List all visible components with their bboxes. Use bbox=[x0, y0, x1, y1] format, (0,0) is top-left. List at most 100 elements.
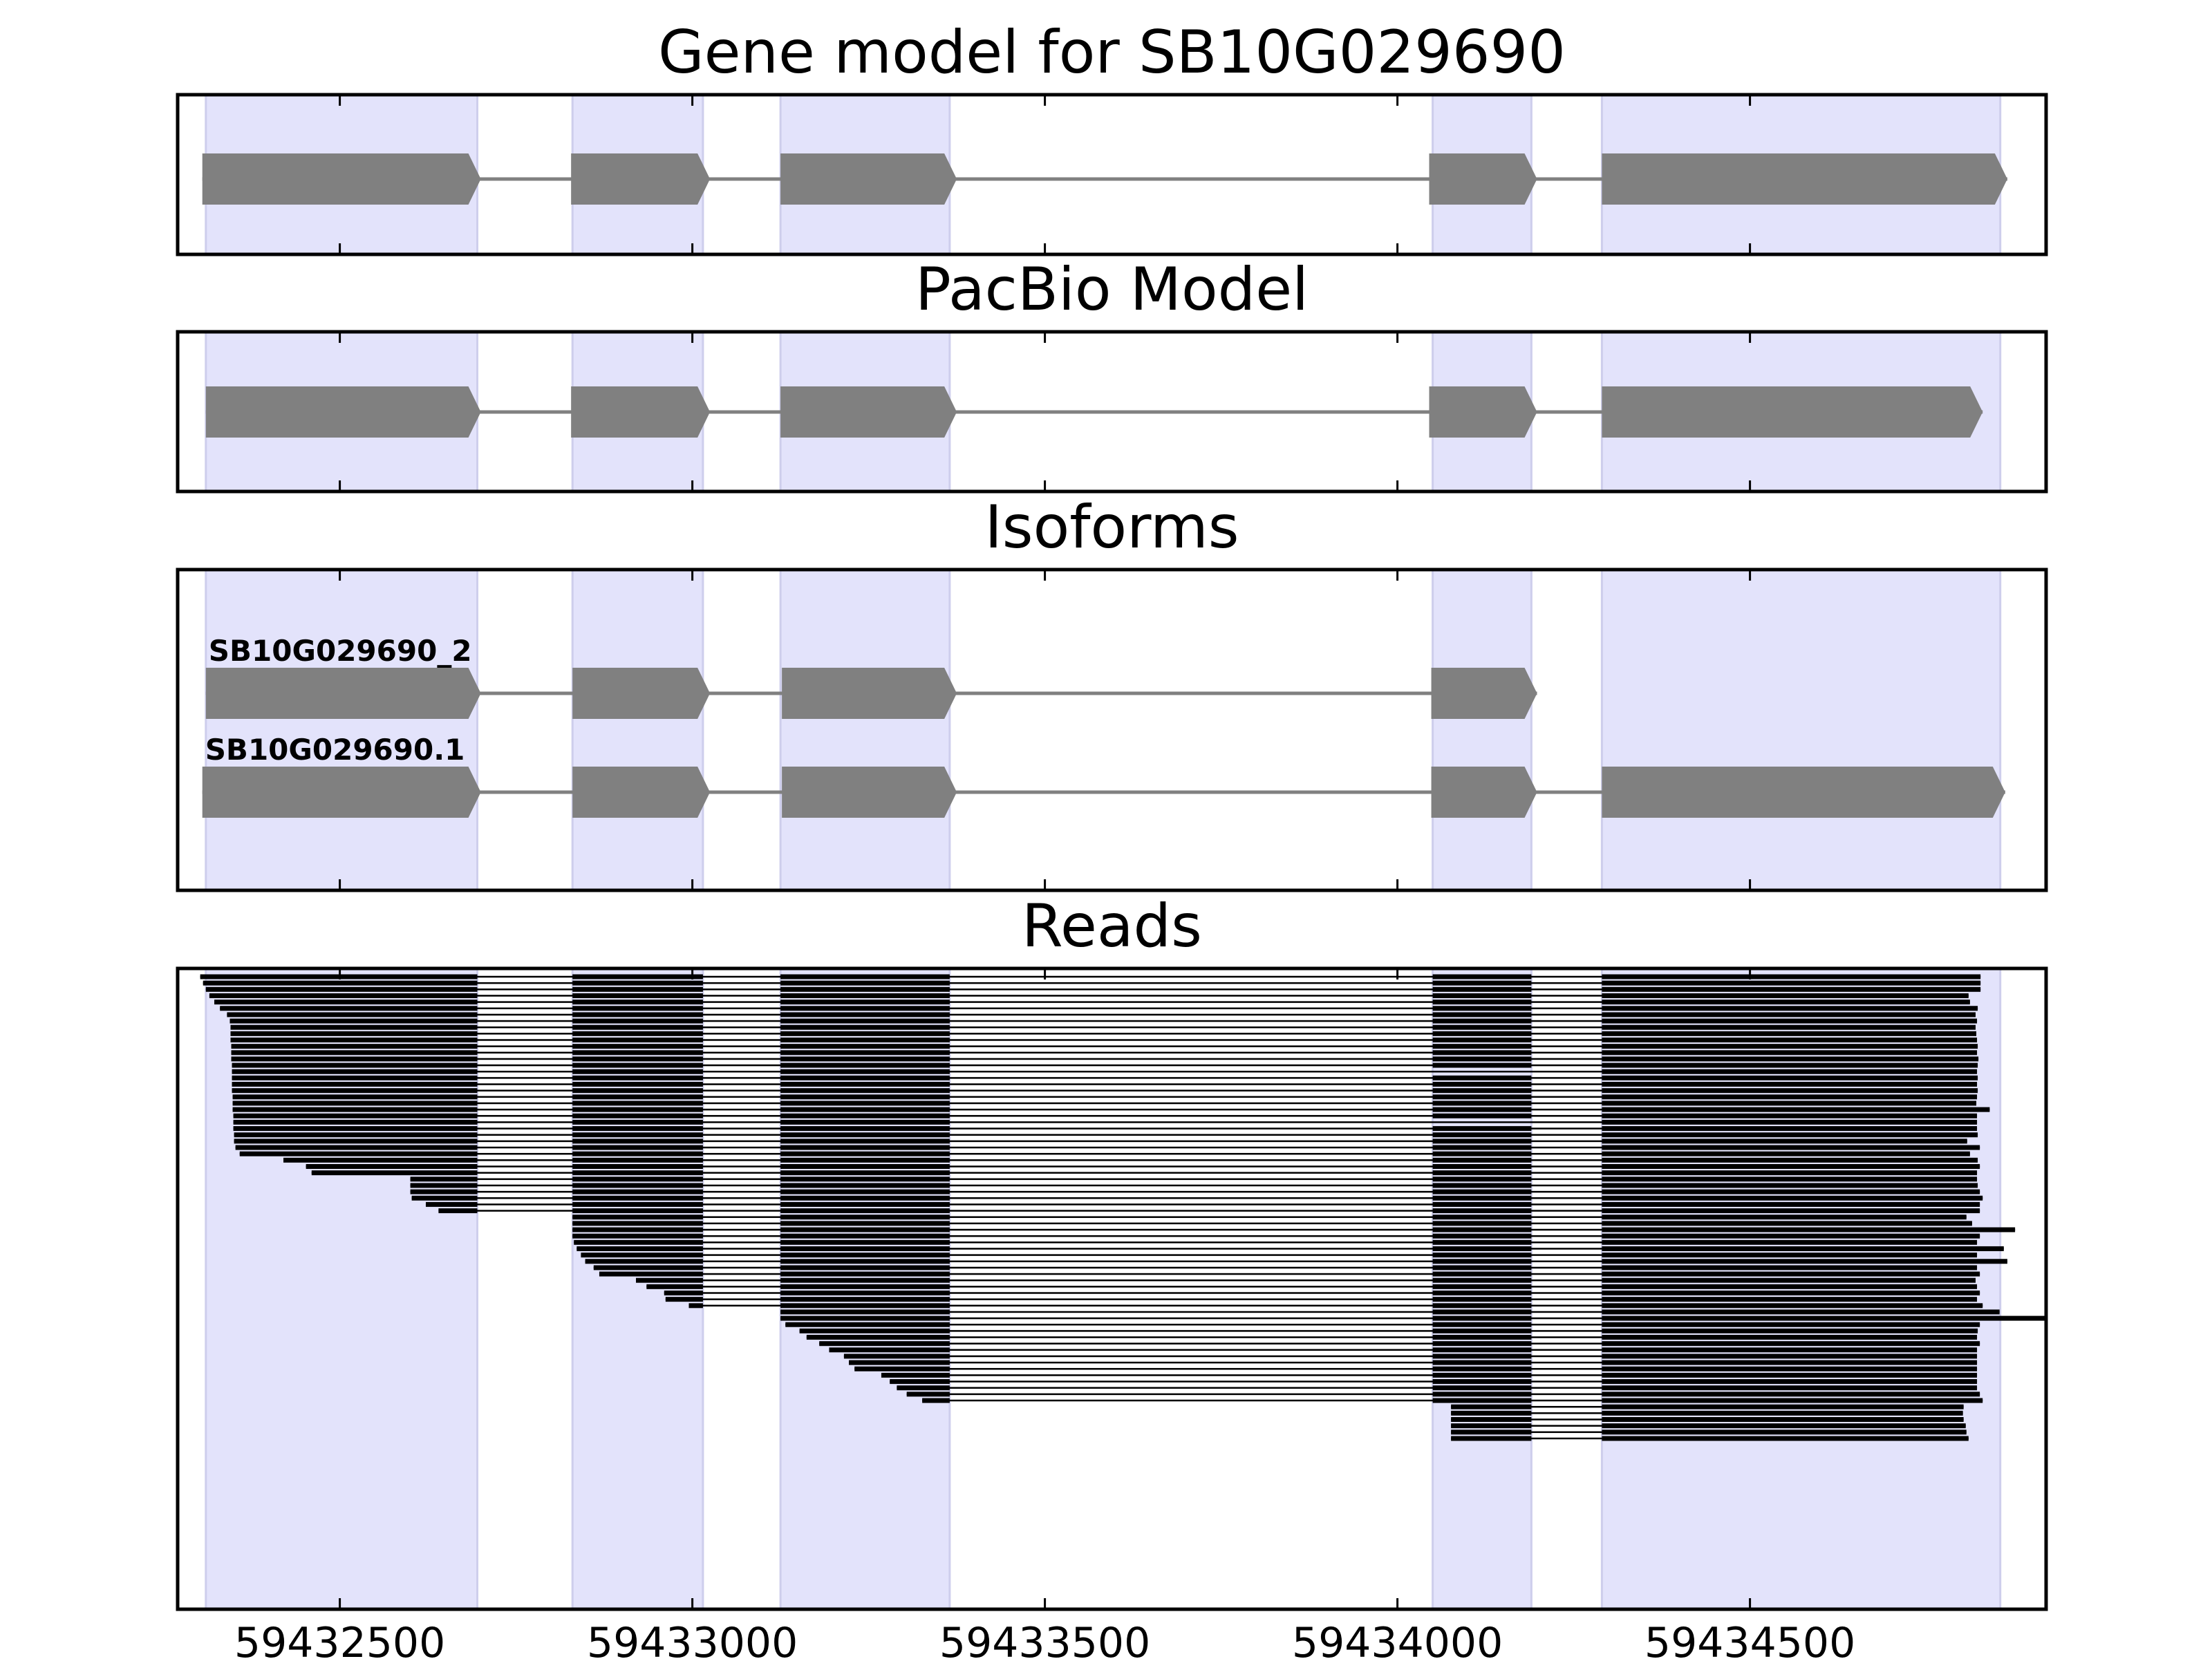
axes-frame-isoforms bbox=[176, 568, 2048, 892]
read-block bbox=[780, 1291, 950, 1295]
read-connector bbox=[232, 1077, 1978, 1079]
read-block bbox=[829, 1347, 950, 1353]
read-connector bbox=[230, 1033, 1977, 1035]
read-block bbox=[572, 1138, 703, 1144]
read-block bbox=[1602, 1145, 1980, 1150]
read-block bbox=[572, 1069, 703, 1074]
read-block bbox=[780, 1259, 950, 1264]
read-block bbox=[1432, 1335, 1532, 1340]
read-block bbox=[593, 1265, 703, 1271]
read-block bbox=[572, 1038, 703, 1042]
read-connector bbox=[231, 1045, 1978, 1047]
read-connector bbox=[572, 1228, 2016, 1231]
read-block bbox=[1432, 1398, 1532, 1403]
read-block bbox=[585, 1259, 703, 1264]
title-gene: Gene model for SB10G029690 bbox=[658, 18, 1566, 87]
read-block bbox=[1432, 1170, 1532, 1176]
read-block bbox=[311, 1170, 478, 1176]
read-block bbox=[1432, 1126, 1532, 1132]
read-block bbox=[1602, 1018, 1978, 1024]
read-block bbox=[572, 1100, 703, 1106]
read-block bbox=[780, 1246, 950, 1251]
read-block bbox=[1432, 1151, 1532, 1156]
read-block bbox=[1602, 1404, 1964, 1409]
read-block bbox=[1432, 1000, 1532, 1005]
read-block bbox=[1432, 1246, 1532, 1251]
read-block bbox=[306, 1164, 478, 1169]
read-block bbox=[233, 1119, 478, 1125]
read-block bbox=[410, 1177, 478, 1182]
read-block bbox=[1602, 1335, 1978, 1340]
read-connector bbox=[664, 1292, 1980, 1294]
isoform-label: SB10G029690.1 bbox=[205, 733, 465, 767]
panel-gene: Gene model for SB10G029690 bbox=[176, 18, 2048, 256]
read-block bbox=[780, 974, 950, 980]
tracks-reads bbox=[200, 974, 2046, 1441]
read-block bbox=[1432, 1075, 1532, 1080]
read-block bbox=[572, 1157, 703, 1163]
read-block bbox=[1602, 1126, 1978, 1132]
read-connector bbox=[881, 1374, 1978, 1376]
read-block bbox=[780, 1050, 950, 1056]
read-block bbox=[229, 1018, 478, 1024]
x-tick-label: 59434500 bbox=[1644, 1619, 1855, 1659]
read-block bbox=[1602, 1436, 1969, 1441]
read-block bbox=[1602, 1119, 1978, 1125]
read-block bbox=[572, 1126, 703, 1132]
read-block bbox=[780, 1315, 950, 1321]
read-block bbox=[233, 1113, 478, 1118]
read-connector bbox=[581, 1254, 1978, 1256]
exon-block bbox=[202, 767, 481, 818]
read-block bbox=[1432, 1271, 1532, 1277]
read-block bbox=[780, 1119, 950, 1125]
exon-block bbox=[782, 767, 957, 818]
read-block bbox=[1432, 1215, 1532, 1220]
exon-block bbox=[1431, 767, 1537, 818]
read-block bbox=[572, 1215, 703, 1220]
isoform-label: SB10G029690_2 bbox=[209, 634, 472, 668]
exon-block bbox=[571, 153, 711, 205]
read-connector bbox=[229, 1020, 1978, 1022]
read-connector bbox=[410, 1184, 1978, 1187]
read-block bbox=[1432, 1360, 1532, 1365]
read-connector bbox=[665, 1298, 1978, 1300]
read-block bbox=[799, 1328, 950, 1333]
read-block bbox=[232, 1069, 478, 1074]
read-block bbox=[664, 1291, 703, 1295]
read-connector bbox=[574, 1241, 1978, 1244]
read-connector bbox=[232, 1102, 1977, 1105]
read-connector bbox=[234, 1134, 1978, 1136]
read-block bbox=[214, 1000, 478, 1005]
read-block bbox=[572, 986, 703, 992]
exon-block bbox=[1602, 153, 2007, 205]
exon-block bbox=[1429, 386, 1537, 438]
read-connector bbox=[438, 1210, 1980, 1212]
read-block bbox=[572, 1018, 703, 1024]
read-connector bbox=[636, 1279, 1976, 1282]
read-block bbox=[438, 1208, 478, 1214]
read-block bbox=[819, 1341, 950, 1347]
read-block bbox=[572, 993, 703, 998]
read-block bbox=[1602, 1031, 1977, 1036]
read-block bbox=[1432, 1253, 1532, 1258]
read-block bbox=[780, 1151, 950, 1156]
read-connector bbox=[234, 1140, 1967, 1143]
read-block bbox=[581, 1253, 703, 1258]
read-block bbox=[1602, 1000, 1970, 1005]
read-block bbox=[1432, 1145, 1532, 1150]
read-connector bbox=[646, 1286, 1978, 1288]
tracks-pacbio bbox=[205, 386, 1983, 438]
read-block bbox=[200, 974, 478, 980]
axes-frame-gene bbox=[176, 93, 2048, 256]
read-block bbox=[1432, 1309, 1532, 1315]
read-block bbox=[780, 1107, 950, 1112]
read-block bbox=[1432, 1006, 1532, 1011]
read-block bbox=[1432, 1366, 1532, 1371]
read-block bbox=[1602, 986, 1981, 992]
read-block bbox=[780, 1297, 950, 1302]
read-block bbox=[780, 1239, 950, 1245]
read-block bbox=[1602, 1259, 2007, 1264]
read-block bbox=[1432, 1328, 1532, 1333]
read-block bbox=[572, 1164, 703, 1169]
read-connector bbox=[572, 1216, 1967, 1218]
